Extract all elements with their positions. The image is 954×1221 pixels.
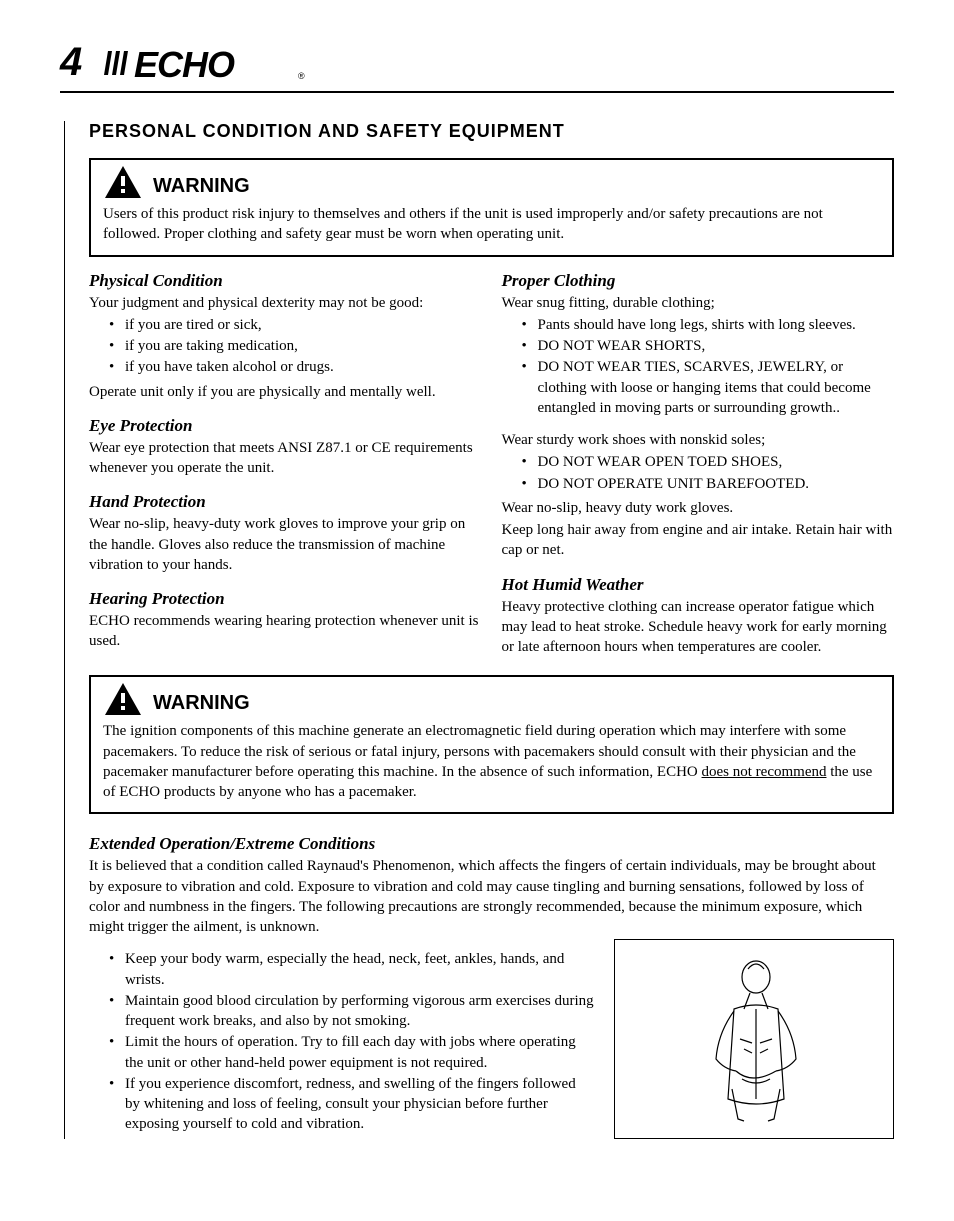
list-item: DO NOT WEAR TIES, SCARVES, JEWELRY, or c… <box>526 357 895 418</box>
list-item: DO NOT OPERATE UNIT BAREFOOTED. <box>526 474 895 494</box>
list-item: Maintain good blood circulation by perfo… <box>113 991 594 1032</box>
paragraph: Heavy protective clothing can increase o… <box>502 597 895 658</box>
list-item: if you are taking medication, <box>113 336 482 356</box>
svg-text:®: ® <box>298 71 305 81</box>
brand-logo: ECHO ® <box>102 41 312 85</box>
list-item: if you are tired or sick, <box>113 315 482 335</box>
list-item: Pants should have long legs, shirts with… <box>526 315 895 335</box>
hot-humid-heading: Hot Humid Weather <box>502 575 895 595</box>
hand-protection-heading: Hand Protection <box>89 492 482 512</box>
paragraph: ECHO recommends wearing hearing protecti… <box>89 611 482 652</box>
proper-clothing-heading: Proper Clothing <box>502 271 895 291</box>
list-item: DO NOT WEAR SHORTS, <box>526 336 895 356</box>
paragraph: Wear no-slip, heavy duty work gloves. <box>502 498 895 518</box>
list-item: Limit the hours of operation. Try to fil… <box>113 1032 594 1073</box>
left-column: Physical Condition Your judgment and phy… <box>89 271 482 660</box>
page-number: 4 <box>60 40 82 85</box>
paragraph: Wear eye protection that meets ANSI Z87.… <box>89 438 482 479</box>
paragraph: Wear snug fitting, durable clothing; <box>502 293 895 313</box>
section-title: PERSONAL CONDITION AND SAFETY EQUIPMENT <box>89 121 894 142</box>
paragraph: Your judgment and physical dexterity may… <box>89 293 482 313</box>
clothing-bullets-1: Pants should have long legs, shirts with… <box>502 315 895 418</box>
extended-bullets-col: Keep your body warm, especially the head… <box>89 939 594 1138</box>
page-header: 4 ECHO ® <box>60 40 894 93</box>
illustration-box <box>614 939 894 1139</box>
warning-text: The ignition components of this machine … <box>103 721 880 802</box>
warning-label: WARNING <box>153 175 250 200</box>
extended-row: Keep your body warm, especially the head… <box>89 939 894 1139</box>
physical-condition-heading: Physical Condition <box>89 271 482 291</box>
svg-text:ECHO: ECHO <box>134 44 235 85</box>
list-item: DO NOT WEAR OPEN TOED SHOES, <box>526 452 895 472</box>
warning-text: Users of this product risk injury to the… <box>103 204 880 245</box>
physical-bullets: if you are tired or sick,if you are taki… <box>89 315 482 378</box>
right-column: Proper Clothing Wear snug fitting, durab… <box>502 271 895 660</box>
paragraph: It is believed that a condition called R… <box>89 856 894 937</box>
hearing-protection-heading: Hearing Protection <box>89 589 482 609</box>
clothing-bullets-2: DO NOT WEAR OPEN TOED SHOES,DO NOT OPERA… <box>502 452 895 494</box>
list-item: Keep your body warm, especially the head… <box>113 949 594 990</box>
extended-bullets: Keep your body warm, especially the head… <box>89 949 594 1134</box>
warning-icon <box>103 681 143 717</box>
warning-box-middle: WARNING The ignition components of this … <box>89 675 894 814</box>
content-region: PERSONAL CONDITION AND SAFETY EQUIPMENT … <box>64 121 894 1139</box>
list-item: If you experience discomfort, redness, a… <box>113 1074 594 1135</box>
warning-icon <box>103 164 143 200</box>
paragraph: Wear no-slip, heavy-duty work gloves to … <box>89 514 482 575</box>
list-item: if you have taken alcohol or drugs. <box>113 357 482 377</box>
two-column-region: Physical Condition Your judgment and phy… <box>89 271 894 660</box>
warning-box-top: WARNING Users of this product risk injur… <box>89 158 894 257</box>
eye-protection-heading: Eye Protection <box>89 416 482 436</box>
extended-heading: Extended Operation/Extreme Conditions <box>89 834 894 854</box>
paragraph: Wear sturdy work shoes with nonskid sole… <box>502 430 895 450</box>
paragraph: Keep long hair away from engine and air … <box>502 520 895 561</box>
paragraph: Operate unit only if you are physically … <box>89 382 482 402</box>
warning-label: WARNING <box>153 692 250 717</box>
operator-illustration <box>664 949 844 1129</box>
